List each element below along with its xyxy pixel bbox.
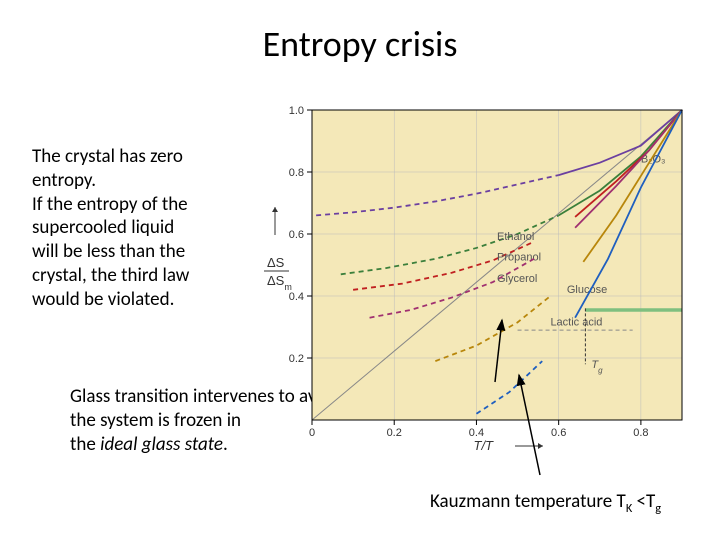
ideal-glass-state: ideal glass state (100, 433, 223, 456)
label-Glycerol: Glycerol (497, 273, 537, 285)
svg-text:0.2: 0.2 (289, 353, 304, 365)
svg-text:0.8: 0.8 (289, 167, 304, 179)
kauzmann-caption: Kauzmann temperature TK <Tg (430, 490, 661, 516)
para2-line2a: the system is frozen in (70, 409, 241, 432)
kauzmann-pre: Kauzmann temperature T (430, 490, 626, 513)
para2-line3a: the (70, 433, 100, 456)
svg-text:1.0: 1.0 (289, 105, 304, 117)
label-Propanol: Propanol (497, 251, 541, 263)
label-Ethanol: Ethanol (497, 231, 534, 243)
svg-text:ΔS: ΔS (267, 255, 285, 270)
svg-text:ΔSm: ΔSm (267, 273, 292, 292)
paragraph-crystal-entropy: The crystal has zeroentropy.If the entro… (32, 145, 242, 311)
svg-text:0.4: 0.4 (289, 291, 304, 303)
svg-text:0.2: 0.2 (387, 427, 402, 439)
svg-text:0.6: 0.6 (551, 427, 566, 439)
svg-text:T/Tm: T/Tm (474, 438, 502, 450)
entropy-chart: B₂O₃EthanolPropanolGlycerolGlucoseLactic… (242, 100, 690, 450)
para2-line3b: . (223, 433, 228, 456)
kauzmann-sub2: g (655, 501, 661, 516)
svg-text:0.6: 0.6 (289, 229, 304, 241)
svg-text:0: 0 (309, 427, 315, 439)
label-Glucose: Glucose (567, 284, 607, 296)
kauzmann-mid: <T (632, 490, 655, 513)
svg-text:0.8: 0.8 (633, 427, 648, 439)
label-Lactic: Lactic acid (550, 316, 602, 328)
slide-title: Entropy crisis (0, 22, 720, 66)
slide: { "title": { "text": "Entropy crisis", "… (0, 0, 720, 540)
